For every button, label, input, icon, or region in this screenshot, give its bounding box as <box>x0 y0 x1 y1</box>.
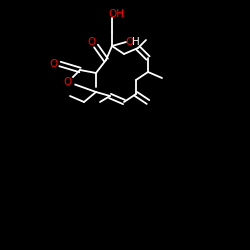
Text: H: H <box>132 37 140 47</box>
Text: O: O <box>50 59 58 69</box>
Text: O: O <box>64 77 72 87</box>
Text: OH: OH <box>108 9 124 19</box>
Text: O: O <box>125 37 133 47</box>
Text: O: O <box>87 37 95 47</box>
